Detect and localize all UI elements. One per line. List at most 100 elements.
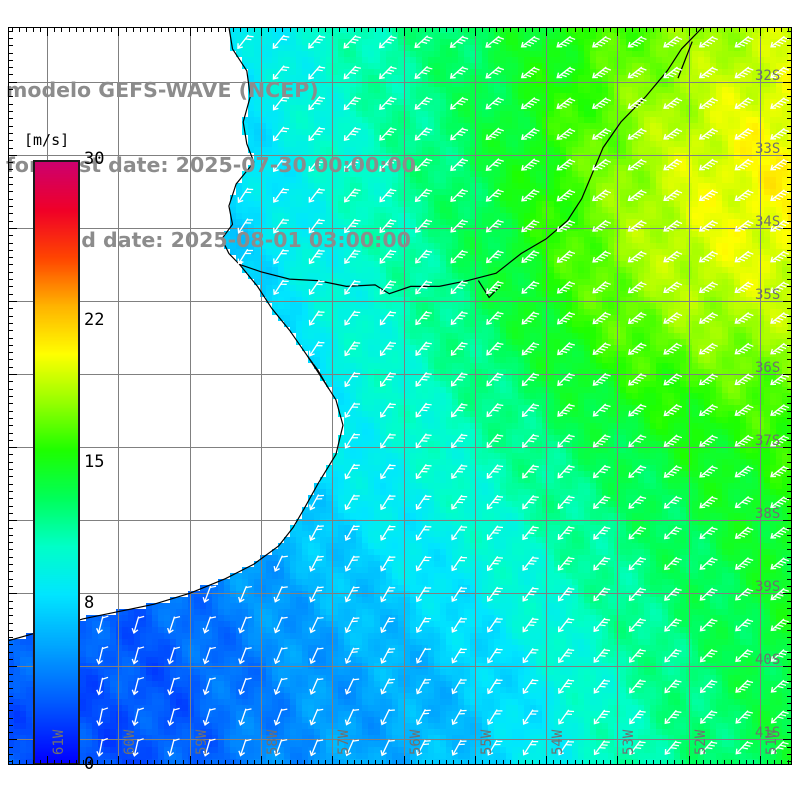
axis-tick	[439, 760, 440, 765]
axis-tick	[361, 760, 362, 765]
axis-tick	[8, 177, 13, 178]
axis-tick	[787, 586, 792, 587]
axis-tick	[787, 235, 792, 236]
axis-tick	[254, 27, 255, 32]
axis-tick	[375, 760, 376, 765]
axis-tick	[774, 760, 775, 765]
axis-tick	[667, 760, 668, 765]
axis-tick	[418, 27, 419, 32]
axis-tick	[76, 27, 77, 32]
axis-tick	[247, 27, 248, 32]
axis-tick	[8, 469, 13, 470]
axis-tick	[8, 403, 13, 404]
axis-tick	[787, 674, 792, 675]
colorbar-unit-label: [m/s]	[24, 131, 70, 149]
lat-label-38S: 38S	[755, 506, 781, 523]
axis-tick	[8, 38, 13, 39]
axis-tick	[8, 133, 13, 134]
axis-tick	[8, 761, 13, 762]
axis-tick	[90, 760, 91, 765]
axis-tick	[783, 447, 792, 448]
axis-tick	[787, 250, 792, 251]
axis-tick	[567, 760, 568, 765]
axis-tick	[8, 549, 13, 550]
axis-tick	[375, 27, 376, 32]
axis-tick	[118, 27, 119, 36]
axis-tick	[525, 760, 526, 765]
axis-tick	[603, 760, 604, 765]
axis-tick	[8, 257, 13, 258]
axis-tick	[787, 133, 792, 134]
axis-tick	[787, 118, 792, 119]
axis-tick	[787, 345, 792, 346]
axis-tick	[787, 330, 792, 331]
gridline-lon	[546, 27, 547, 765]
axis-tick	[8, 535, 13, 536]
axis-tick	[567, 27, 568, 32]
axis-tick	[689, 27, 690, 36]
axis-tick	[8, 228, 17, 229]
axis-tick	[787, 710, 792, 711]
axis-tick	[83, 760, 84, 765]
lon-label-52W: 52W	[692, 729, 709, 755]
axis-tick	[40, 760, 41, 765]
axis-tick	[240, 760, 241, 765]
axis-tick	[8, 169, 13, 170]
axis-tick	[197, 27, 198, 32]
axis-tick	[787, 323, 792, 324]
axis-tick	[368, 27, 369, 32]
axis-tick	[510, 27, 511, 32]
axis-tick	[539, 760, 540, 765]
axis-tick	[787, 359, 792, 360]
axis-tick	[560, 27, 561, 32]
axis-tick	[97, 27, 98, 32]
axis-tick	[8, 308, 13, 309]
axis-tick	[667, 27, 668, 32]
gridline-lon	[404, 27, 405, 765]
axis-tick	[361, 27, 362, 32]
axis-tick	[8, 666, 17, 667]
axis-tick	[8, 330, 13, 331]
axis-tick	[318, 27, 319, 32]
axis-tick	[787, 352, 792, 353]
axis-tick	[8, 60, 13, 61]
axis-tick	[282, 27, 283, 32]
axis-tick	[787, 367, 792, 368]
axis-tick	[787, 535, 792, 536]
axis-tick	[787, 652, 792, 653]
axis-tick	[8, 155, 17, 156]
axis-tick	[204, 760, 205, 765]
axis-tick	[33, 27, 34, 32]
axis-tick	[311, 760, 312, 765]
axis-tick	[787, 747, 792, 748]
axis-tick	[118, 756, 119, 765]
axis-tick	[787, 761, 792, 762]
axis-tick	[787, 579, 792, 580]
axis-tick	[8, 462, 13, 463]
axis-tick	[175, 27, 176, 32]
colorbar[interactable]	[33, 160, 80, 765]
axis-tick	[787, 257, 792, 258]
axis-tick	[787, 440, 792, 441]
axis-tick	[8, 440, 13, 441]
axis-tick	[8, 411, 13, 412]
axis-tick	[290, 760, 291, 765]
axis-tick	[753, 760, 754, 765]
axis-tick	[8, 74, 13, 75]
axis-tick	[297, 27, 298, 32]
axis-tick	[382, 760, 383, 765]
colorbar-tick-30: 30	[84, 149, 105, 169]
axis-tick	[596, 760, 597, 765]
lat-label-32S: 32S	[755, 67, 781, 84]
axis-tick	[724, 760, 725, 765]
axis-tick	[787, 681, 792, 682]
axis-tick	[746, 760, 747, 765]
axis-tick	[475, 27, 476, 36]
axis-tick	[354, 760, 355, 765]
colorbar-tick-8: 8	[84, 592, 95, 613]
axis-tick	[339, 27, 340, 32]
axis-tick	[783, 82, 792, 83]
gridline-lat	[8, 666, 792, 667]
axis-tick	[411, 27, 412, 32]
axis-tick	[154, 27, 155, 32]
